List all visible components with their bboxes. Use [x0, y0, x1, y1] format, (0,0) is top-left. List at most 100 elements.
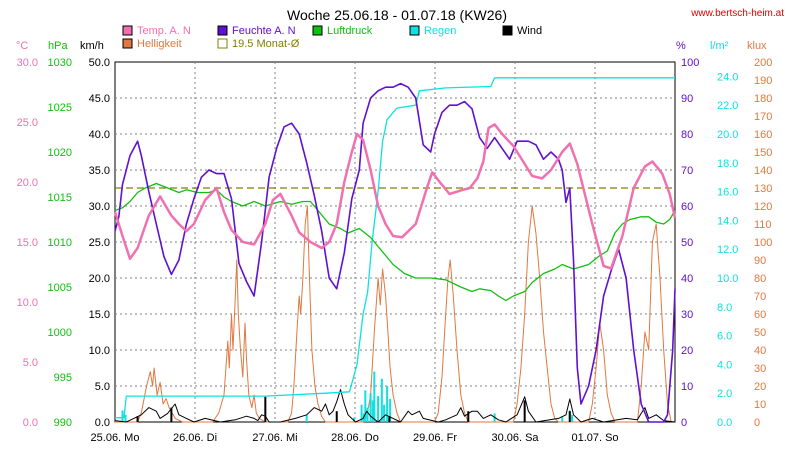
tick-label-pressure: 1015	[48, 192, 72, 204]
pressure-series	[114, 182, 676, 302]
tick-label-wind: 45.0	[89, 93, 110, 105]
legend-label-monthavg: 19.5 Monat-Ø	[232, 38, 300, 50]
humidity-series	[114, 82, 676, 423]
tick-label-rain: 12.0	[717, 244, 738, 256]
temperature-series	[113, 123, 677, 270]
tick-label-temp: 0.0	[23, 417, 38, 429]
legend-label-pressure: Luftdruck	[327, 25, 373, 37]
x-tick-label: 25.06. Mo	[91, 432, 140, 444]
tick-label-temp: 20.0	[17, 177, 38, 189]
tick-label-wind: 40.0	[89, 129, 110, 141]
tick-label-brightness: 190	[754, 75, 772, 87]
tick-label-humidity: 90	[681, 93, 693, 105]
source-link[interactable]: www.bertsch-heim.at	[690, 8, 784, 19]
tick-label-humidity: 10	[681, 381, 693, 393]
tick-label-pressure: 1025	[48, 102, 72, 114]
grid	[114, 61, 676, 423]
x-tick-label: 30.06. Sa	[491, 432, 539, 444]
rain-bar	[571, 414, 574, 422]
tick-label-temp: 30.0	[17, 57, 38, 69]
tick-label-wind: 35.0	[89, 165, 110, 177]
tick-label-wind: 5.0	[95, 381, 110, 393]
tick-label-temp: 10.0	[17, 297, 38, 309]
tick-label-pressure: 1005	[48, 282, 72, 294]
tick-label-rain: 4.0	[717, 359, 732, 371]
tick-label-brightness: 70	[754, 291, 766, 303]
tick-label-rain: 6.0	[717, 331, 732, 343]
rain-bar	[364, 390, 367, 422]
wind-bar	[568, 411, 571, 422]
tick-label-brightness: 20	[754, 381, 766, 393]
unit-wind: km/h	[80, 40, 104, 52]
x-tick-label: 28.06. Do	[331, 432, 379, 444]
rain-bar	[373, 371, 376, 422]
wind-bar	[136, 416, 139, 422]
tick-label-humidity: 40	[681, 273, 693, 285]
tick-label-wind: 30.0	[89, 201, 110, 213]
tick-label-brightness: 180	[754, 93, 772, 105]
legend: Temp. A. N Feuchte A. N Luftdruck Regen Wind…	[122, 25, 542, 50]
wind-bar	[170, 407, 173, 422]
tick-label-brightness: 0	[754, 417, 760, 429]
rain-bar	[383, 404, 386, 422]
tick-label-brightness: 120	[754, 201, 772, 213]
plot-area	[113, 77, 677, 423]
wind-bar	[264, 396, 267, 422]
legend-label-wind: Wind	[517, 25, 542, 37]
tick-label-brightness: 50	[754, 327, 766, 339]
x-tick-label: 27.06. Mi	[252, 432, 297, 444]
tick-label-pressure: 1000	[48, 327, 72, 339]
tick-label-temp: 5.0	[23, 357, 38, 369]
tick-label-pressure: 990	[54, 417, 72, 429]
wind-bar	[388, 416, 391, 422]
tick-label-brightness: 100	[754, 237, 772, 249]
rain-bar	[389, 398, 392, 422]
tick-label-wind: 50.0	[89, 57, 110, 69]
tick-label-brightness: 30	[754, 363, 766, 375]
tick-label-brightness: 200	[754, 57, 772, 69]
rain-bar	[380, 378, 383, 422]
tick-label-wind: 15.0	[89, 309, 110, 321]
tick-label-rain: 20.0	[717, 129, 738, 141]
tick-label-brightness: 160	[754, 129, 772, 141]
tick-label-rain: 0.0	[717, 417, 732, 429]
unit-pressure: hPa	[48, 40, 68, 52]
tick-label-humidity: 50	[681, 237, 693, 249]
brightness-series	[115, 205, 672, 423]
legend-swatch-pressure	[312, 25, 323, 36]
x-tick-label: 29.06. Fr	[413, 432, 457, 444]
tick-label-wind: 25.0	[89, 237, 110, 249]
rain-bar	[386, 386, 389, 422]
rain-bar	[305, 414, 308, 422]
wind-series	[114, 389, 676, 423]
tick-label-rain: 2.0	[717, 388, 732, 400]
legend-label-brightness: Helligkeit	[137, 38, 182, 50]
tick-label-humidity: 20	[681, 345, 693, 357]
legend-swatch-humidity	[217, 25, 228, 36]
tick-label-brightness: 130	[754, 183, 772, 195]
legend-swatch-wind	[502, 25, 513, 36]
tick-label-wind: 10.0	[89, 345, 110, 357]
legend-swatch-brightness	[122, 38, 133, 49]
rain-bar	[360, 404, 363, 422]
wind-bar	[335, 411, 338, 422]
tick-label-brightness: 60	[754, 309, 766, 321]
rain-bar	[124, 414, 127, 422]
tick-label-brightness: 80	[754, 273, 766, 285]
legend-swatch-monthavg	[217, 38, 228, 49]
legend-label-rain: Regen	[424, 25, 456, 37]
legend-label-temp: Temp. A. N	[137, 25, 191, 37]
legend-swatch-rain	[409, 25, 420, 36]
tick-label-humidity: 30	[681, 309, 693, 321]
tick-label-pressure: 1020	[48, 147, 72, 159]
wind-bar	[467, 411, 470, 422]
tick-label-brightness: 150	[754, 147, 772, 159]
tick-label-brightness: 90	[754, 255, 766, 267]
tick-label-brightness: 10	[754, 399, 766, 411]
tick-label-rain: 22.0	[717, 100, 738, 112]
unit-brightness: klux	[747, 40, 767, 52]
tick-label-rain: 14.0	[717, 215, 738, 227]
tick-label-wind: 0.0	[95, 417, 110, 429]
x-tick-label: 26.06. Di	[173, 432, 217, 444]
